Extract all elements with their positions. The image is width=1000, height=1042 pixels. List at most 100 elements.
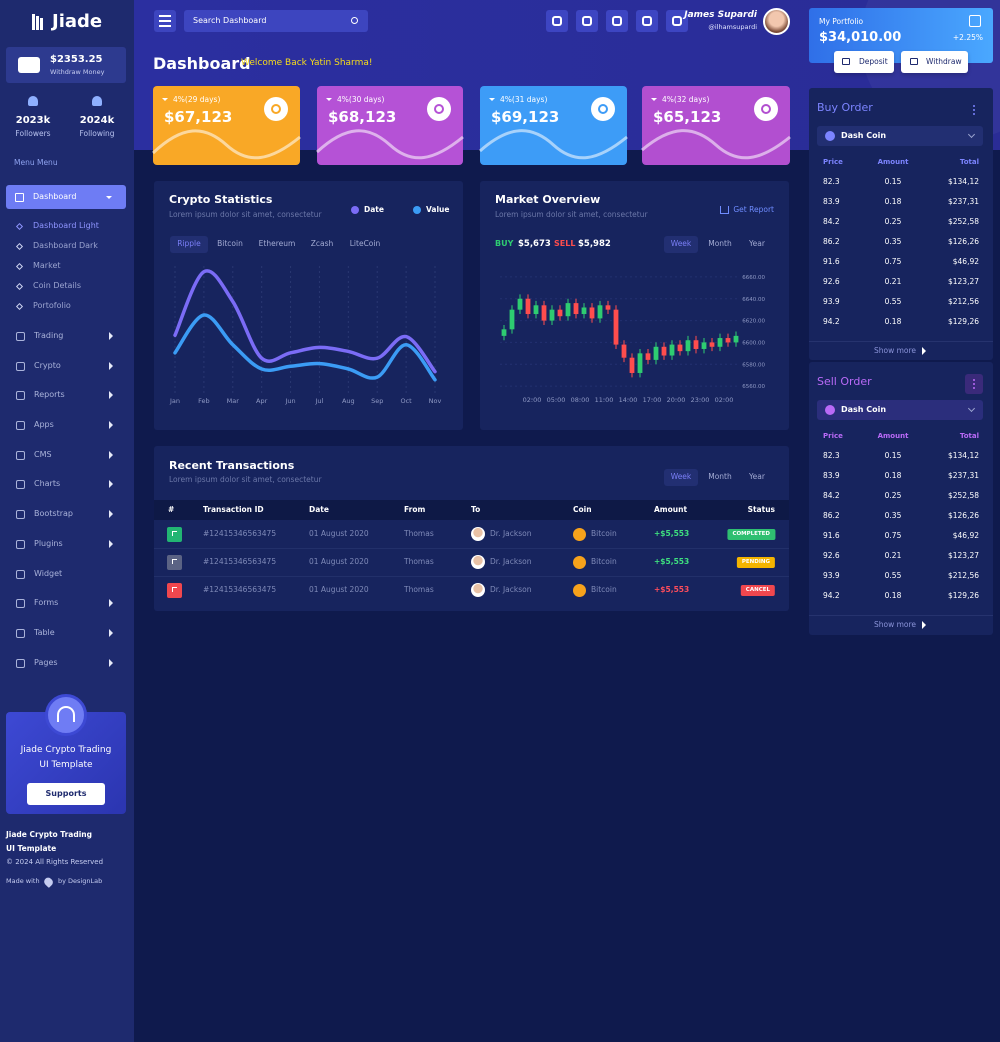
card-wave [315,129,464,160]
menu-item[interactable]: Plugins [34,539,63,549]
candle-body [573,303,579,315]
x-tick-label: 14:00 [619,396,638,404]
get-report[interactable]: Get Report [733,205,774,215]
coin-select[interactable] [817,126,983,146]
coin-glyph [598,104,608,114]
show-more[interactable]: Show more [873,620,917,630]
column-header: # [168,505,175,515]
header-icon-button[interactable] [606,10,628,32]
logo-bar [40,18,43,30]
header-icon-button[interactable] [636,10,658,32]
order-cell: $252,58 [947,217,979,227]
submenu-item[interactable]: Portofolio [33,301,71,311]
order-cell: 0.75 [884,257,902,267]
tab[interactable]: Ethereum [258,239,296,249]
legend-dot [413,206,421,214]
menu-item[interactable]: Charts [34,479,61,489]
menu-active-label[interactable]: Dashboard [33,192,77,202]
tab-active[interactable] [170,236,208,253]
order-cell: 0.21 [884,551,902,561]
menu-item[interactable]: Table [34,628,55,638]
panel [154,181,463,430]
tab[interactable]: Bitcoin [217,239,243,249]
period-active[interactable] [664,236,698,253]
search-box[interactable] [184,10,368,32]
support-title: Jiade Crypto Trading UI Template [20,745,112,770]
candle-body [653,346,659,360]
menu-item[interactable]: Widget [34,569,63,579]
menu-icon [16,599,25,608]
coin-select[interactable] [817,400,983,420]
support-button[interactable] [27,783,105,805]
portfolio-icon [969,15,981,27]
tab[interactable]: Zcash [310,239,334,249]
period[interactable]: Month [708,472,732,482]
submenu-item[interactable]: Dashboard Dark [33,241,98,251]
tab[interactable]: LiteCoin [349,239,381,249]
candle-body [565,303,571,317]
row-icon [167,554,182,570]
transaction-amount: +$5,553 [654,585,690,595]
period[interactable]: Week [670,239,692,249]
panel-title: Recent Transactions [169,459,295,473]
tab[interactable]: Ripple [177,239,201,249]
menu-item[interactable]: Bootstrap [34,509,73,519]
withdraw-button[interactable] [901,51,968,73]
x-tick-label: 20:00 [667,396,686,404]
order-separator [809,341,993,342]
order-cell: 93.9 [823,297,840,307]
menu-item[interactable]: Forms [34,598,59,608]
user-avatar[interactable] [763,8,790,35]
order-cell: $252,58 [947,491,979,501]
header-icon-button[interactable] [576,10,598,32]
search-placeholder[interactable]: Search Dashboard [193,16,267,26]
menu-line [159,25,171,27]
footer-made-with: Made with [6,876,40,885]
submenu-item[interactable]: Dashboard Light [33,221,99,231]
wave [641,129,791,160]
period[interactable]: Week [670,472,692,482]
transaction-date: 01 August 2020 [309,529,369,539]
menu-item[interactable]: Trading [34,331,64,341]
support-button-label[interactable]: Supports [45,789,87,799]
header-icon-button[interactable] [546,10,568,32]
transaction-from: Thomas [404,585,434,595]
card-value: $68,123 [328,107,397,126]
candle-body [685,340,691,352]
period-active[interactable] [664,469,698,486]
order-cell: 86.2 [823,237,840,247]
card-value: $69,123 [491,107,560,126]
sell-label: SELL [554,239,576,249]
deposit-button[interactable] [834,51,894,73]
coin-select-label[interactable]: Dash Coin [841,131,887,141]
period[interactable]: Year [749,239,765,249]
sidebar [0,0,134,1042]
menu-item[interactable]: Crypto [34,361,61,371]
order-cell: $129,26 [947,591,979,601]
period[interactable]: Year [749,472,765,482]
wave [315,129,464,160]
menu-item[interactable]: Pages [34,658,58,668]
menu-item[interactable]: CMS [34,450,52,460]
order-cell: 86.2 [823,511,840,521]
coin-select-label[interactable]: Dash Coin [841,405,887,415]
menu-item[interactable]: Apps [34,420,54,430]
sell-value: $5,982 [578,238,611,249]
user-name: James Supardi [684,10,757,21]
candlestick-chart: 6560.00 6580.00 6600.00 6620.00 6640.00 6660.… [500,275,765,404]
order-cell: $123,27 [947,551,979,561]
header-icon-button[interactable] [666,10,688,32]
candle-body [541,305,547,321]
social-value: 2023k [15,114,51,126]
show-more[interactable]: Show more [873,346,917,356]
footer-copyright: © 2024 All Rights Reserved [6,857,104,866]
submenu-item[interactable]: Market [33,261,61,271]
menu-item[interactable]: Reports [34,390,65,400]
period[interactable]: Month [708,239,732,249]
submenu-item[interactable]: Coin Details [33,281,82,291]
menu-arrow [109,421,113,429]
y-tick-label: 6640.00 [742,297,765,303]
order-cell: 82.3 [823,451,840,461]
withdraw-label[interactable]: Withdraw [926,57,962,67]
deposit-label[interactable]: Deposit [859,57,888,67]
